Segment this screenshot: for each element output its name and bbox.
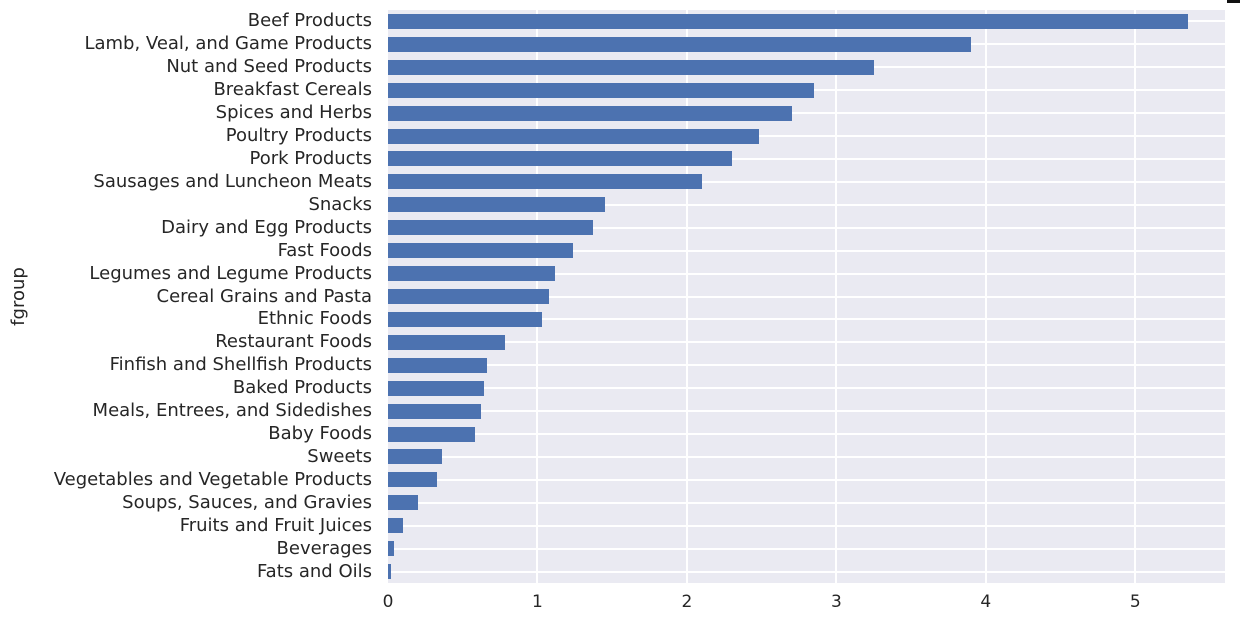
y-gridline <box>388 455 1225 458</box>
category-label: Dairy and Egg Products <box>161 216 372 238</box>
y-gridline <box>388 433 1225 436</box>
x-tick-label: 3 <box>830 592 842 612</box>
bar-fast-foods <box>388 243 574 259</box>
bar-nut-and-seed-products <box>388 59 874 75</box>
bar-cereal-grains-and-pasta <box>388 289 550 304</box>
x-tick-label: 2 <box>681 592 693 612</box>
bar-ethnic-foods <box>388 311 542 327</box>
category-label: Legumes and Legume Products <box>89 262 372 284</box>
bar-meals-entrees-and-sidedishes <box>388 403 481 419</box>
x-tick-label: 0 <box>382 592 394 612</box>
y-axis-label: fgroup <box>7 267 29 326</box>
y-gridline <box>388 478 1225 481</box>
category-label: Lamb, Veal, and Game Products <box>84 33 372 55</box>
bar-breakfast-cereals <box>388 82 814 98</box>
bar-lamb-veal-and-game-products <box>388 36 971 52</box>
y-gridline <box>388 387 1225 390</box>
category-label: Sweets <box>307 445 372 467</box>
bar-beverages <box>388 541 394 557</box>
category-label: Soups, Sauces, and Gravies <box>122 491 372 513</box>
category-label: Vegetables and Vegetable Products <box>53 468 372 490</box>
y-gridline <box>388 112 1225 115</box>
bar-vegetables-and-vegetable-products <box>388 472 438 488</box>
bar-sausages-and-luncheon-meats <box>388 174 702 190</box>
cropped-text-artifact <box>1227 0 1240 3</box>
category-label: Restaurant Foods <box>215 331 372 353</box>
x-axis-tick-labels: 0 1 2 3 4 5 <box>383 592 1225 618</box>
category-label: Ethnic Foods <box>257 308 372 330</box>
bar-pork-products <box>388 151 732 167</box>
bar-legumes-and-legume-products <box>388 266 556 282</box>
category-label: Sausages and Luncheon Meats <box>93 170 372 192</box>
x-tick-label: 1 <box>532 592 543 612</box>
y-gridline <box>388 501 1225 504</box>
category-label: Breakfast Cereals <box>213 79 372 101</box>
category-label: Spices and Herbs <box>215 102 372 124</box>
bar-fats-and-oils <box>388 564 391 580</box>
bar-dairy-and-egg-products <box>388 220 593 236</box>
bar-soups-sauces-and-gravies <box>388 495 418 511</box>
category-label: Snacks <box>308 193 372 215</box>
y-gridline <box>388 410 1225 413</box>
y-gridline <box>388 180 1225 183</box>
category-label: Meals, Entrees, and Sidedishes <box>92 400 372 422</box>
bar-finfish-and-shellfish-products <box>388 357 487 373</box>
category-label: Fast Foods <box>277 239 372 261</box>
bar-restaurant-foods <box>388 334 505 350</box>
y-gridline <box>388 226 1225 229</box>
y-gridline <box>388 272 1225 275</box>
category-label: Fruits and Fruit Juices <box>179 514 372 536</box>
y-gridline <box>388 547 1225 550</box>
y-gridline <box>388 318 1225 321</box>
category-label: Baked Products <box>232 377 372 399</box>
bar-snacks <box>388 197 605 213</box>
category-label: Pork Products <box>249 147 373 169</box>
bar-poultry-products <box>388 128 759 144</box>
category-label: Finfish and Shellfish Products <box>109 354 372 376</box>
category-label: Nut and Seed Products <box>166 56 372 78</box>
category-label: Beverages <box>276 537 372 559</box>
category-label: Poultry Products <box>225 125 372 147</box>
y-gridline <box>388 295 1225 298</box>
bar-spices-and-herbs <box>388 105 792 121</box>
y-gridline <box>388 203 1225 206</box>
bar-baby-foods <box>388 426 475 442</box>
category-label: Beef Products <box>247 10 372 32</box>
bar-sweets <box>388 449 442 465</box>
x-tick-label: 4 <box>980 592 992 612</box>
y-gridline <box>388 570 1225 573</box>
bar-beef-products <box>388 13 1188 29</box>
plot-area <box>388 10 1225 583</box>
bar-baked-products <box>388 380 484 396</box>
category-label: Fats and Oils <box>256 560 372 582</box>
x-tick-label: 5 <box>1129 592 1141 612</box>
bar-fruits-and-fruit-juices <box>388 518 403 534</box>
y-gridline <box>388 249 1225 252</box>
category-label: Cereal Grains and Pasta <box>156 285 373 307</box>
y-gridline <box>388 364 1225 367</box>
y-gridline <box>388 135 1225 138</box>
y-gridline <box>388 524 1225 527</box>
category-axis-labels: Beef Products Lamb, Veal, and Game Produc… <box>30 10 380 583</box>
y-gridline <box>388 157 1225 160</box>
category-label: Baby Foods <box>268 423 372 445</box>
y-gridline <box>388 341 1225 344</box>
